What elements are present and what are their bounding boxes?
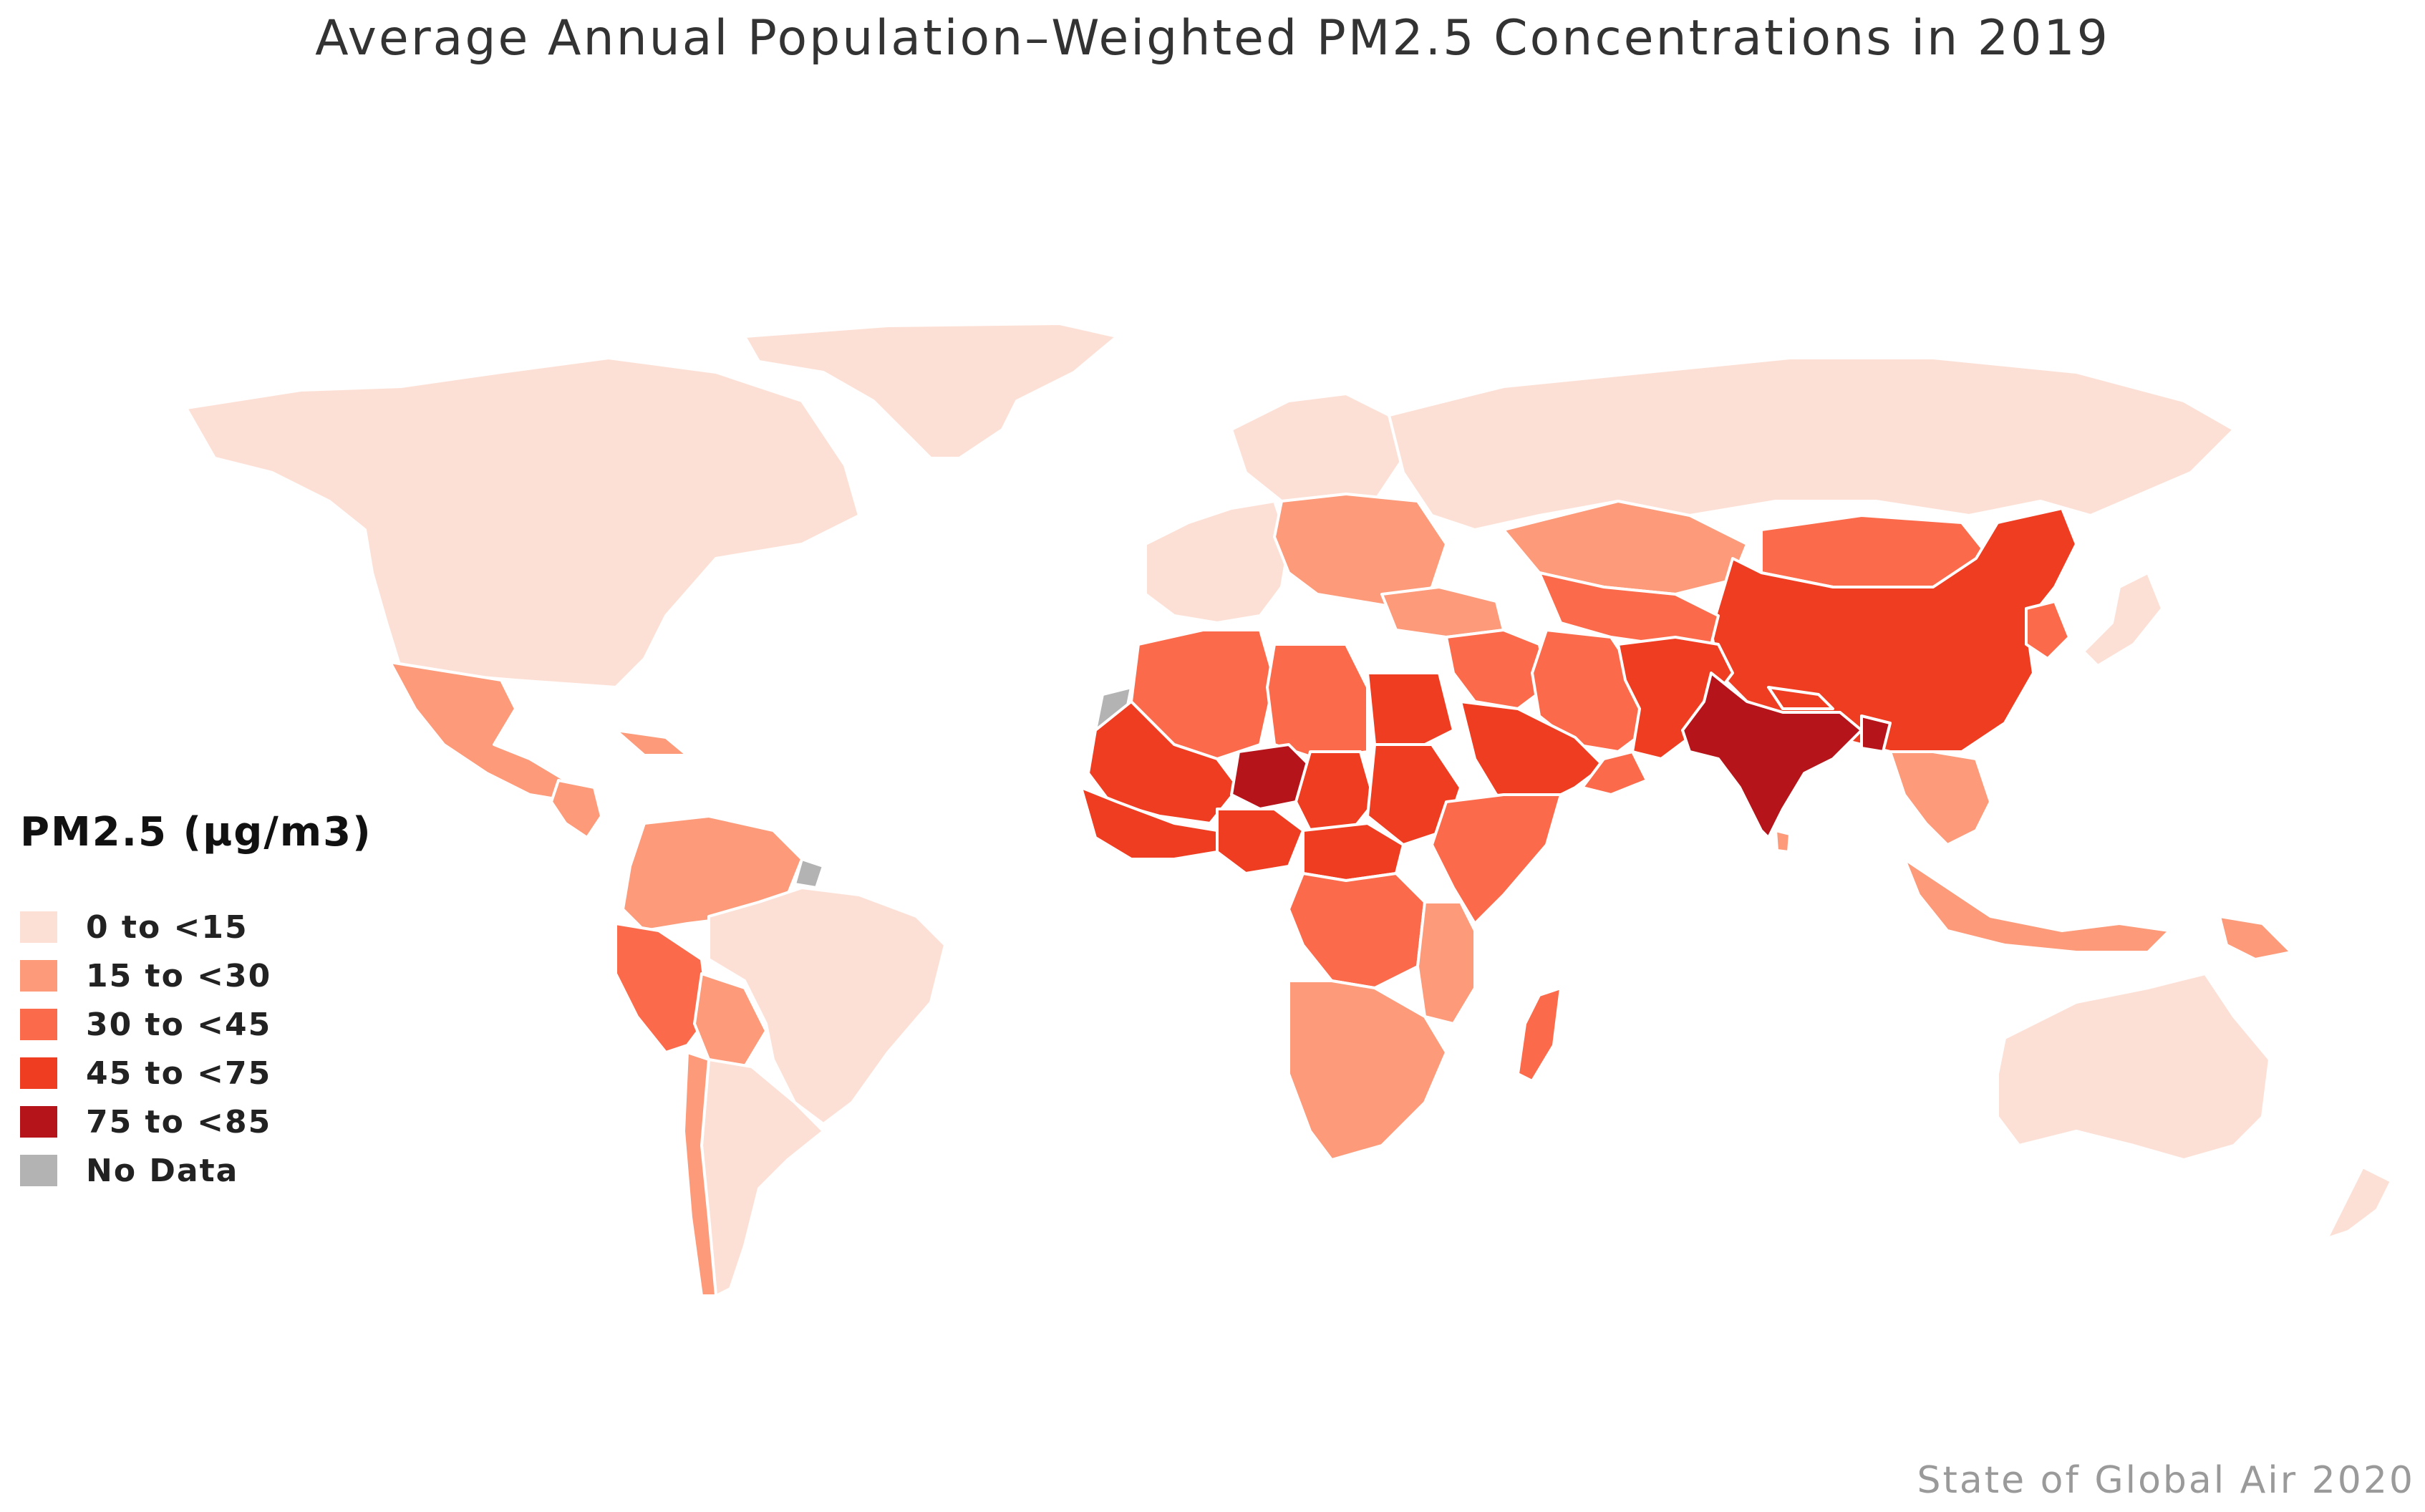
region-greenland xyxy=(743,322,1118,460)
legend: PM2.5 (µg/m3) 0 to <15 15 to <30 30 to <… xyxy=(20,809,372,1195)
region-japan xyxy=(2082,571,2164,667)
region-peru xyxy=(614,922,710,1054)
region-nepal xyxy=(1767,686,1834,710)
region-nigeria xyxy=(1216,808,1305,875)
legend-item: 30 to <45 xyxy=(20,1000,372,1049)
legend-swatch xyxy=(20,911,57,943)
region-french-guiana xyxy=(793,858,825,889)
legend-label: 15 to <30 xyxy=(86,957,272,994)
region-mauritania-mali xyxy=(1087,700,1240,825)
region-sri-lanka xyxy=(1774,829,1791,853)
region-arabian-peninsula xyxy=(1459,700,1605,810)
region-australia xyxy=(1996,972,2271,1161)
region-scandinavia xyxy=(1230,392,1405,503)
legend-label: 45 to <75 xyxy=(86,1055,272,1092)
region-russia xyxy=(1388,357,2235,531)
region-turkey xyxy=(1380,586,1505,639)
legend-title: PM2.5 (µg/m3) xyxy=(20,809,372,856)
source-credit: State of Global Air 2020 xyxy=(1917,1459,2415,1502)
region-libya xyxy=(1266,643,1369,760)
region-east-africa xyxy=(1416,901,1476,1025)
region-congo xyxy=(1287,872,1426,989)
legend-label: 0 to <15 xyxy=(86,908,248,946)
legend-item: 45 to <75 xyxy=(20,1049,372,1097)
legend-label: No Data xyxy=(86,1152,239,1189)
legend-item: 0 to <15 xyxy=(20,903,372,951)
region-caribbean xyxy=(614,729,689,757)
legend-item: 75 to <85 xyxy=(20,1097,372,1146)
legend-item: No Data xyxy=(20,1146,372,1195)
legend-swatch xyxy=(20,1155,57,1186)
region-oman xyxy=(1581,750,1648,796)
region-egypt xyxy=(1366,672,1455,746)
region-bangladesh xyxy=(1860,714,1892,753)
region-papua-new-guinea xyxy=(2218,915,2293,961)
legend-item: 15 to <30 xyxy=(20,951,372,1000)
region-india xyxy=(1681,672,1863,839)
map-title: Average Annual Population–Weighted PM2.5… xyxy=(315,10,2110,67)
legend-swatch xyxy=(20,1009,57,1040)
region-southern-africa xyxy=(1287,979,1448,1161)
legend-label: 75 to <85 xyxy=(86,1103,272,1140)
region-north-america xyxy=(185,357,861,689)
legend-swatch xyxy=(20,1057,57,1089)
region-new-zealand xyxy=(2325,1166,2393,1240)
region-middle-east-levant xyxy=(1445,629,1548,710)
legend-swatch xyxy=(20,960,57,992)
region-horn-of-africa xyxy=(1431,793,1562,925)
legend-swatch xyxy=(20,1106,57,1138)
region-korea xyxy=(2025,600,2071,660)
region-indonesia xyxy=(1903,858,2171,954)
region-central-america xyxy=(550,779,603,839)
region-madagascar xyxy=(1516,987,1562,1082)
region-western-europe xyxy=(1144,500,1290,624)
legend-label: 30 to <45 xyxy=(86,1006,272,1043)
region-chile xyxy=(682,1051,717,1297)
region-brazil xyxy=(707,886,947,1125)
region-southeast-asia xyxy=(1889,750,1992,846)
